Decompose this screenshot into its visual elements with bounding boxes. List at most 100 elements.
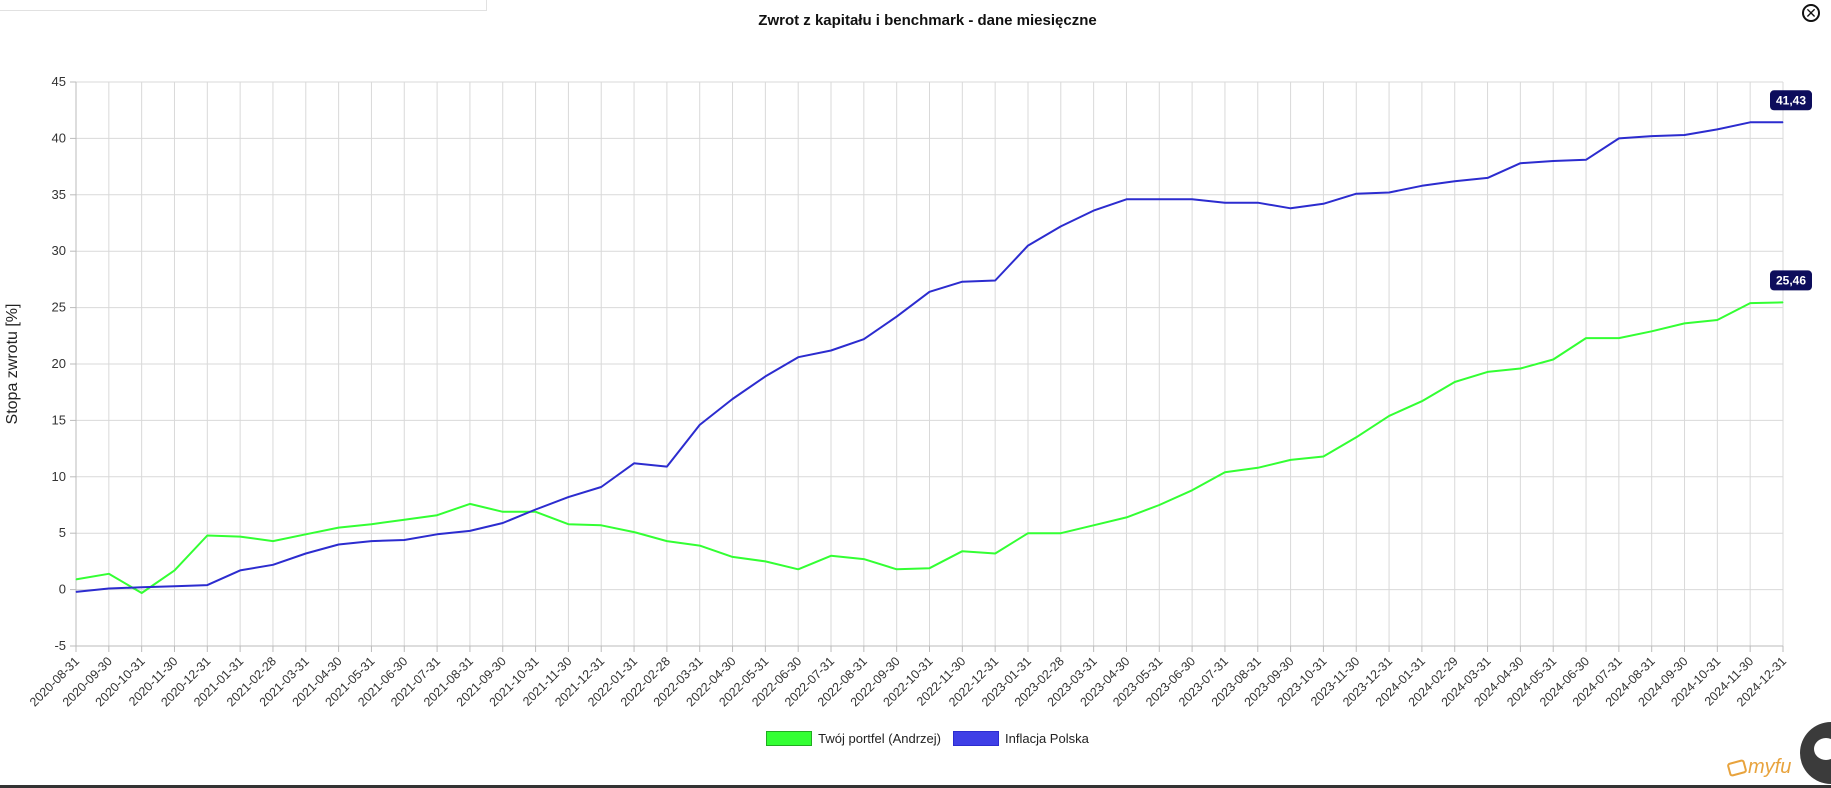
- data-point: [863, 338, 865, 340]
- legend-label-inflation: Inflacja Polska: [1005, 731, 1089, 746]
- data-point: [272, 564, 274, 566]
- bottom-border: [0, 785, 1831, 788]
- y-tick-label: 5: [59, 525, 66, 540]
- data-point: [1519, 162, 1521, 164]
- data-point: [1060, 532, 1062, 534]
- data-point: [436, 533, 438, 535]
- data-point: [239, 536, 241, 538]
- wallet-icon: [1726, 758, 1748, 777]
- data-point: [961, 550, 963, 552]
- data-point: [535, 509, 537, 511]
- data-point: [1421, 185, 1423, 187]
- legend-swatch-inflation: [953, 731, 999, 746]
- data-point: [1224, 471, 1226, 473]
- data-point: [1454, 381, 1456, 383]
- data-point: [239, 569, 241, 571]
- data-point: [1355, 436, 1357, 438]
- data-point: [1388, 192, 1390, 194]
- close-button[interactable]: ✕: [1802, 4, 1820, 22]
- data-point: [797, 356, 799, 358]
- data-point: [75, 578, 77, 580]
- data-point: [994, 553, 996, 555]
- data-point: [1585, 159, 1587, 161]
- data-point: [1487, 371, 1489, 373]
- legend-label-portfolio: Twój portfel (Andrzej): [818, 731, 941, 746]
- data-point: [1191, 198, 1193, 200]
- data-point: [1552, 358, 1554, 360]
- data-point: [1716, 128, 1718, 130]
- data-point: [1257, 202, 1259, 204]
- data-point: [567, 523, 569, 525]
- data-point: [469, 503, 471, 505]
- data-point: [896, 316, 898, 318]
- y-tick-label: 10: [52, 469, 66, 484]
- data-point: [1027, 245, 1029, 247]
- data-point: [1322, 203, 1324, 205]
- data-point: [1585, 337, 1587, 339]
- close-icon: ✕: [1805, 5, 1817, 21]
- data-point: [1651, 135, 1653, 137]
- data-point: [929, 567, 930, 569]
- data-point: [1684, 322, 1686, 324]
- data-point: [600, 524, 602, 526]
- data-point: [1651, 330, 1653, 332]
- data-point: [1552, 160, 1554, 162]
- data-point: [830, 349, 832, 351]
- data-point: [502, 511, 504, 513]
- data-point: [108, 587, 110, 589]
- data-point: [1749, 121, 1751, 123]
- data-point: [1158, 198, 1160, 200]
- data-point: [863, 558, 865, 560]
- data-point: [173, 569, 175, 571]
- data-point: [1158, 504, 1160, 506]
- data-point: [108, 573, 110, 575]
- data-point: [699, 545, 701, 547]
- y-tick-label: -5: [54, 638, 66, 653]
- logo-text: myfu: [1748, 756, 1792, 778]
- legend-item-portfolio[interactable]: Twój portfel (Andrzej): [766, 731, 941, 746]
- data-point: [567, 496, 569, 498]
- data-point: [1355, 193, 1357, 195]
- data-point: [206, 584, 208, 586]
- data-point: [1487, 177, 1489, 179]
- data-point: [403, 519, 405, 521]
- data-point: [1125, 198, 1127, 200]
- data-point: [1618, 337, 1620, 339]
- y-tick-label: 25: [52, 300, 66, 315]
- legend-item-inflation[interactable]: Inflacja Polska: [953, 731, 1089, 746]
- data-point: [1519, 368, 1521, 370]
- data-point: [1191, 489, 1193, 491]
- legend-swatch-portfolio: [766, 731, 813, 746]
- data-point: [338, 527, 340, 529]
- data-point: [1716, 319, 1718, 321]
- data-point: [338, 543, 340, 545]
- data-point: [633, 462, 635, 464]
- y-tick-label: 40: [52, 130, 66, 145]
- data-point: [1421, 400, 1423, 402]
- data-point: [1093, 210, 1095, 212]
- y-tick-label: 45: [52, 74, 66, 89]
- end-value-badge: [1770, 90, 1812, 111]
- data-point: [666, 540, 668, 542]
- y-tick-label: 20: [52, 356, 66, 371]
- data-point: [1290, 207, 1292, 209]
- data-point: [764, 560, 766, 562]
- data-point: [633, 531, 635, 533]
- data-point: [1749, 302, 1751, 304]
- data-point: [403, 539, 405, 541]
- data-point: [666, 466, 668, 468]
- data-point: [370, 523, 372, 525]
- data-point: [1290, 459, 1292, 461]
- chart-title: Zwrot z kapitału i benchmark - dane mies…: [758, 12, 1097, 29]
- data-point: [600, 486, 602, 488]
- y-tick-label: 0: [59, 582, 66, 597]
- top-input-field[interactable]: [0, 0, 487, 11]
- data-point: [896, 568, 898, 570]
- y-tick-label: 35: [52, 187, 66, 202]
- data-point: [1224, 202, 1226, 204]
- data-point: [1684, 134, 1686, 136]
- data-point: [206, 534, 208, 536]
- data-point: [929, 291, 930, 293]
- data-point: [699, 424, 701, 426]
- data-point: [75, 591, 77, 593]
